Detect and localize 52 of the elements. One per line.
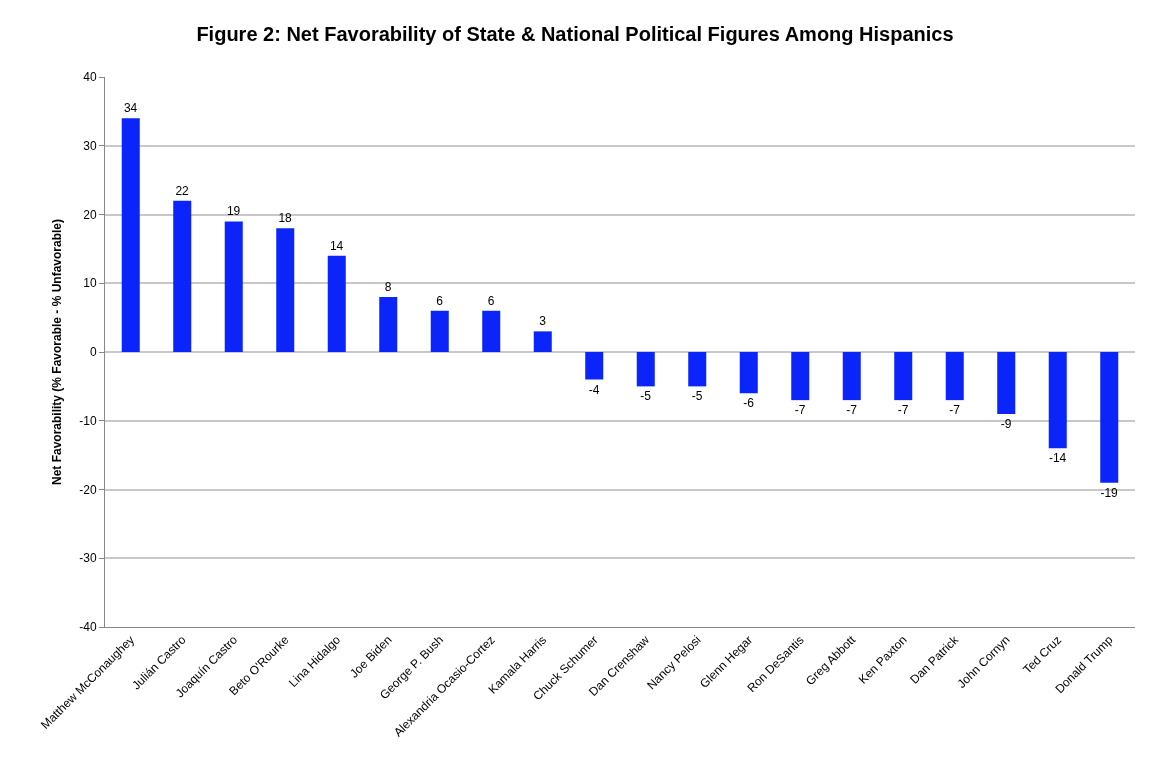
bar xyxy=(121,118,140,352)
data-label: 19 xyxy=(226,204,241,219)
y-tick-label: 10 xyxy=(83,276,97,291)
bar xyxy=(1100,352,1119,483)
chart-title: Figure 2: Net Favorability of State & National Political Figures Among Hispanics xyxy=(196,23,954,46)
bar xyxy=(585,352,604,380)
data-label: -5 xyxy=(691,389,703,404)
bar xyxy=(430,310,449,352)
data-label: 34 xyxy=(123,101,138,116)
data-label: 6 xyxy=(487,293,495,308)
data-label: 3 xyxy=(539,314,547,329)
data-label: -4 xyxy=(588,382,600,397)
x-tick-label: Ted Cruz xyxy=(1020,632,1065,677)
bar xyxy=(842,352,861,401)
data-label: -7 xyxy=(794,403,806,418)
y-tick-label: -10 xyxy=(79,413,97,428)
data-label: -7 xyxy=(846,403,858,418)
y-tick-label: -20 xyxy=(79,482,97,497)
data-label: -7 xyxy=(897,403,909,418)
bar xyxy=(379,297,398,352)
data-label: 18 xyxy=(278,211,293,226)
y-tick-label: -30 xyxy=(79,551,97,566)
data-label: 8 xyxy=(384,280,392,294)
bar xyxy=(1048,352,1067,449)
y-tick-label: 40 xyxy=(83,70,97,85)
bar xyxy=(997,352,1016,414)
bar xyxy=(327,255,346,352)
data-label: 22 xyxy=(175,183,190,198)
bar xyxy=(688,352,707,387)
y-tick-label: -40 xyxy=(79,620,97,635)
bar xyxy=(739,352,758,394)
data-label: -9 xyxy=(1000,416,1012,431)
bar xyxy=(276,228,295,352)
bar xyxy=(945,352,964,401)
y-tick-label: 0 xyxy=(89,345,97,360)
bar xyxy=(224,221,243,352)
bar xyxy=(482,310,501,352)
data-label: -14 xyxy=(1048,451,1067,466)
data-label: -6 xyxy=(743,396,755,411)
data-label: -7 xyxy=(949,403,961,418)
y-tick-label: 30 xyxy=(83,138,97,153)
data-label: -19 xyxy=(1100,485,1119,500)
bar xyxy=(636,352,655,387)
bar xyxy=(791,352,810,401)
bar xyxy=(173,200,192,352)
data-label: 6 xyxy=(436,293,444,308)
data-label: 14 xyxy=(329,238,344,253)
bar xyxy=(533,331,552,352)
y-axis-title: Net Favorability (% Favorable - % Unfavorable) xyxy=(49,218,64,486)
y-tick-label: 20 xyxy=(83,207,97,222)
bar xyxy=(894,352,913,401)
data-label: -5 xyxy=(640,389,652,404)
